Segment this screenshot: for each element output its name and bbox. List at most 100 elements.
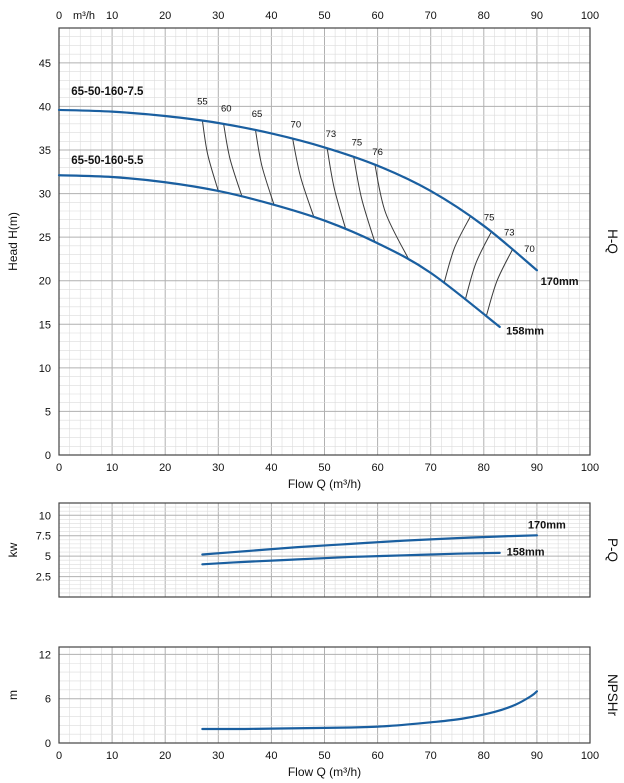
pump-model-label: 65-50-160-7.5 (71, 86, 144, 98)
x-tick-label: 20 (159, 462, 171, 474)
x-tick-label: 10 (106, 462, 118, 474)
pq-chart: 2.5 5 7.5 10 kw P-Q 170mm 158mm (6, 502, 620, 598)
x-tick-label: 70 (425, 462, 437, 474)
y-tick-label: 12 (39, 649, 51, 661)
efficiency-contour-line (353, 156, 376, 243)
grid-lines (58, 502, 591, 598)
pump-model-label: 65-50-160-5.5 (71, 155, 144, 167)
y-tick-label: 7.5 (36, 531, 51, 543)
x-tick-label: 40 (265, 462, 277, 474)
efficiency-label: 70 (524, 244, 535, 255)
x-tick-label: 50 (318, 750, 330, 762)
y-tick-label: 45 (39, 58, 51, 70)
pump-curve-65-50-160-7.5 (57, 108, 538, 272)
x-tick-label: 60 (371, 462, 383, 474)
right-axis-label: NPSHr (605, 674, 620, 717)
x-tick-label: 0 (56, 462, 62, 474)
pump-curve-NPSHr (201, 690, 538, 731)
y-tick-label: 35 (39, 145, 51, 157)
npshr-chart: 0 6 12 0 10 20 30 40 50 60 70 80 90 100 Flow Q (m³/h) m… (6, 646, 620, 779)
impeller-size-label: 170mm (541, 276, 579, 288)
top-tick-label: 100 (581, 10, 599, 22)
x-tick-label: 90 (531, 462, 543, 474)
y-axis-title: Head H(m) (6, 212, 20, 271)
efficiency-label: 76 (372, 147, 383, 158)
pump-curve-170mm (201, 534, 538, 556)
y-tick-label: 40 (39, 101, 51, 113)
top-tick-label: 70 (425, 10, 437, 22)
efficiency-contour-line (443, 216, 471, 284)
top-axis-unit: m³/h (73, 10, 95, 22)
y-tick-label: 25 (39, 232, 51, 244)
y-tick-label: 15 (39, 319, 51, 331)
x-tick-label: 50 (318, 462, 330, 474)
y-tick-label: 5 (45, 406, 51, 418)
efficiency-label: 73 (504, 227, 515, 238)
x-tick-label: 60 (371, 750, 383, 762)
pump-curve-65-50-160-5.5 (57, 174, 501, 328)
x-tick-label: 100 (581, 462, 599, 474)
x-tick-label: 100 (581, 750, 599, 762)
y-tick-label: 5 (45, 551, 51, 563)
efficiency-contour-line (374, 164, 410, 261)
grid-lines (58, 27, 591, 456)
top-tick-label: 30 (212, 10, 224, 22)
x-tick-label: 90 (531, 750, 543, 762)
efficiency-label: 75 (352, 138, 363, 149)
x-tick-label: 70 (425, 750, 437, 762)
y-tick-label: 6 (45, 694, 51, 706)
efficiency-label: 55 (197, 97, 208, 108)
efficiency-contour-line (326, 148, 347, 230)
y-axis-title: kw (6, 542, 20, 557)
efficiency-contour-line (201, 120, 219, 192)
plot-frame (58, 502, 591, 598)
x-tick-label: 20 (159, 750, 171, 762)
x-axis-title: Flow Q (m³/h) (288, 765, 361, 779)
efficiency-label: 73 (326, 129, 337, 140)
y-axis-title: m (6, 690, 20, 700)
efficiency-contour-line (292, 138, 315, 218)
x-tick-label: 30 (212, 462, 224, 474)
impeller-size-label: 170mm (528, 519, 566, 531)
x-tick-label: 80 (478, 750, 490, 762)
plot-frame (58, 646, 591, 744)
efficiency-contour-line (464, 230, 493, 301)
top-tick-label: 40 (265, 10, 277, 22)
top-tick-label: 20 (159, 10, 171, 22)
impeller-size-label: 158mm (506, 326, 544, 338)
efficiency-contour-line (254, 129, 275, 206)
top-tick-label: 50 (318, 10, 330, 22)
y-tick-label: 0 (45, 738, 51, 750)
efficiency-contour-line (485, 248, 514, 316)
top-tick-label: 90 (531, 10, 543, 22)
y-tick-label: 0 (45, 450, 51, 462)
y-tick-label: 30 (39, 189, 51, 201)
y-tick-label: 10 (39, 363, 51, 375)
x-tick-label: 10 (106, 750, 118, 762)
efficiency-label: 75 (484, 213, 495, 224)
top-tick-label: 80 (478, 10, 490, 22)
y-tick-label: 20 (39, 276, 51, 288)
impeller-size-label: 158mm (507, 546, 545, 558)
right-axis-label: H-Q (605, 229, 620, 254)
efficiency-label: 60 (221, 104, 232, 115)
right-axis-label: P-Q (605, 538, 620, 562)
top-tick-label: 10 (106, 10, 118, 22)
y-tick-label: 2.5 (36, 572, 51, 584)
top-tick-label: 0 (56, 10, 62, 22)
y-tick-label: 10 (39, 510, 51, 522)
x-tick-label: 40 (265, 750, 277, 762)
x-tick-label: 30 (212, 750, 224, 762)
efficiency-label: 65 (252, 109, 263, 120)
top-tick-label: 60 (371, 10, 383, 22)
x-tick-label: 80 (478, 462, 490, 474)
x-tick-label: 0 (56, 750, 62, 762)
pump-curve-158mm (201, 551, 501, 566)
efficiency-label: 70 (291, 119, 302, 130)
plot-frame (58, 27, 591, 456)
x-axis-title: Flow Q (m³/h) (288, 477, 361, 491)
efficiency-contour-line (223, 123, 243, 198)
